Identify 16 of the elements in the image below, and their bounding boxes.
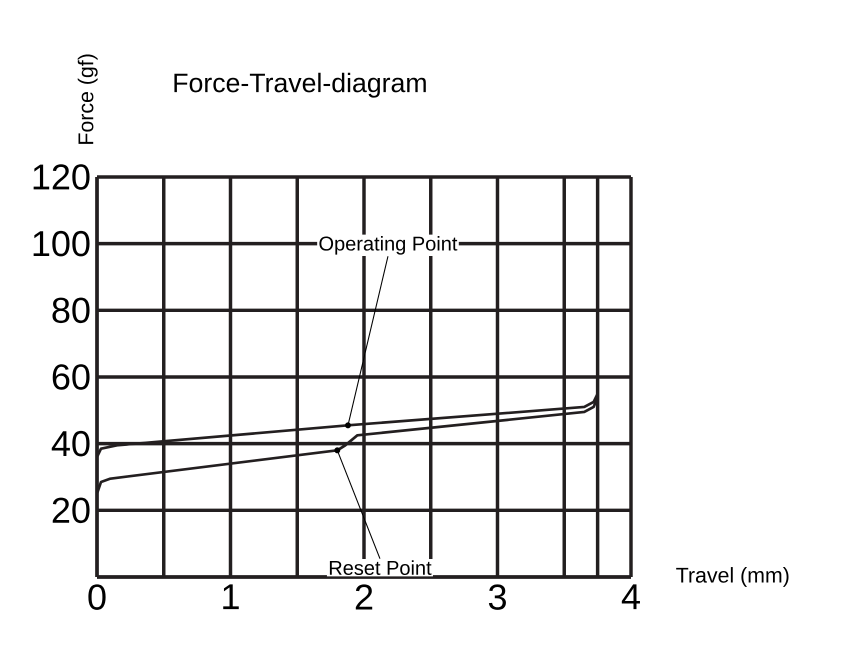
x-axis-title: Travel (mm) (676, 567, 789, 587)
x-tick-label: 3 (488, 584, 506, 610)
y-tick-label: 100 (34, 230, 90, 256)
x-tick-label: 0 (88, 584, 106, 610)
y-tick-label: 60 (52, 364, 90, 390)
chart-title: Force-Travel-diagram (174, 72, 426, 98)
y-axis-title: Force (gf) (78, 54, 98, 144)
y-tick-label: 120 (34, 164, 90, 190)
annotation: Operating Point (319, 236, 458, 255)
x-tick-label: 4 (622, 584, 640, 610)
annotation: Reset Point (330, 560, 432, 575)
x-tick-label: 2 (356, 584, 372, 610)
y-tick-label: 80 (52, 298, 90, 324)
y-tick-label: 20 (52, 498, 90, 524)
y-tick-label: 40 (52, 430, 90, 456)
x-tick-label: 1 (223, 584, 239, 610)
